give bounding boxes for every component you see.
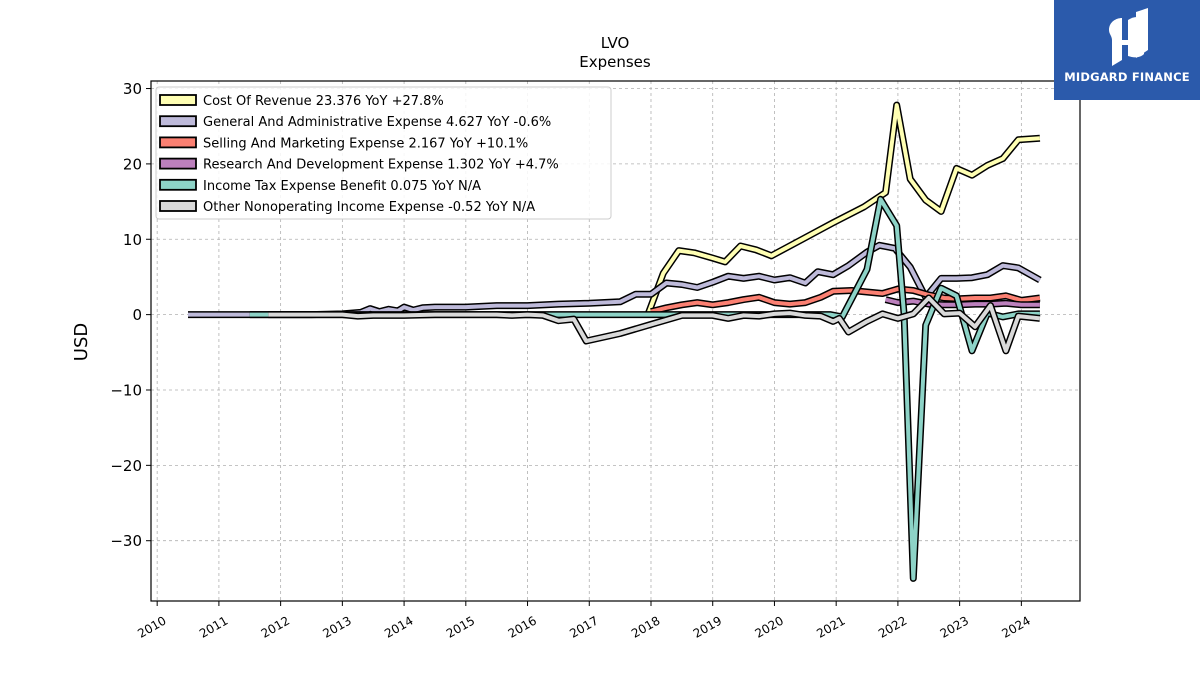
y-tick-label: 10 (123, 231, 142, 249)
plot-frame (150, 80, 1081, 602)
series-line (268, 294, 1041, 355)
y-tick-label: 20 (123, 155, 142, 173)
legend-box (155, 86, 612, 220)
x-tick-label: 2020 (752, 613, 785, 640)
chart-subtitle: Expenses (579, 53, 651, 71)
legend-label: Cost Of Revenue 23.376 YoY +27.8% (203, 94, 444, 109)
y-tick-label: −20 (110, 457, 142, 475)
x-tick-label: 2011 (197, 613, 230, 640)
x-axis: 2010 2011 2012 2013 2014 2015 2016 2017 2018 2019… (135, 601, 1033, 641)
series-line (650, 285, 1041, 315)
series-layer (188, 101, 1042, 582)
legend-label: Selling And Marketing Expense 2.167 YoY … (203, 136, 528, 151)
legend-swatch (159, 200, 197, 212)
brand-name: MIDGARD FINANCE (1064, 70, 1190, 84)
legend-item: General And Administrative Expense 4.627… (159, 115, 551, 130)
series-line (249, 195, 1040, 582)
legend-item: Other Nonoperating Income Expense -0.52 … (159, 200, 535, 215)
y-tick-label: 30 (123, 80, 142, 98)
y-tick-label: −30 (110, 532, 142, 550)
legend-label: Income Tax Expense Benefit 0.075 YoY N/A (203, 179, 481, 194)
x-tick-label: 2013 (320, 613, 353, 640)
x-tick-label: 2016 (506, 613, 539, 640)
legend-label: Research And Development Expense 1.302 Y… (203, 158, 559, 173)
legend: Cost Of Revenue 23.376 YoY +27.8% General… (155, 86, 612, 220)
x-tick-label: 2018 (629, 613, 662, 640)
series-line (644, 101, 1041, 316)
legend-swatch (159, 178, 197, 191)
y-axis: −30 −20 −10 0 10 20 30 (110, 80, 151, 550)
series-line-stroke (249, 197, 1040, 581)
series-line-stroke (646, 103, 1041, 316)
series-line-stroke (268, 296, 1041, 353)
x-tick-label: 2017 (567, 613, 600, 640)
x-tick-label: 2010 (135, 613, 168, 640)
legend-item: Cost Of Revenue 23.376 YoY +27.8% (159, 94, 444, 109)
legend-item: Research And Development Expense 1.302 Y… (159, 157, 559, 173)
y-tick-label: 0 (132, 306, 142, 324)
x-tick-label: 2022 (876, 613, 909, 640)
x-tick-label: 2012 (259, 613, 292, 640)
legend-swatch (159, 136, 197, 149)
y-tick-label: −10 (110, 381, 142, 399)
legend-swatch (159, 157, 197, 170)
legend-swatch (159, 115, 197, 128)
legend-label: General And Administrative Expense 4.627… (203, 115, 551, 130)
x-tick-label: 2024 (999, 613, 1032, 640)
x-tick-label: 2019 (691, 613, 724, 640)
chart-title: LVO (601, 34, 630, 52)
x-tick-label: 2023 (938, 613, 971, 640)
x-tick-label: 2014 (382, 613, 415, 640)
legend-item: Income Tax Expense Benefit 0.075 YoY N/A (159, 178, 481, 194)
brand-mark-icon (1109, 8, 1148, 66)
x-tick-label: 2021 (814, 613, 847, 640)
x-tick-label: 2015 (444, 613, 477, 640)
legend-swatch (159, 94, 197, 106)
series-line-stroke (650, 287, 1041, 314)
brand-logo: MIDGARD FINANCE (1054, 0, 1200, 100)
legend-label: Other Nonoperating Income Expense -0.52 … (203, 200, 535, 215)
y-axis-label: USD (71, 323, 92, 361)
legend-item: Selling And Marketing Expense 2.167 YoY … (159, 136, 528, 151)
